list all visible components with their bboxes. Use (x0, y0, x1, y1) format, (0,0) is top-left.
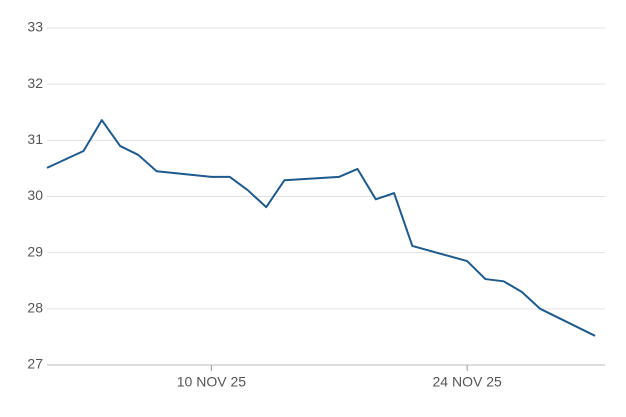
y-tick-label: 31 (27, 131, 43, 147)
y-tick-label: 29 (27, 243, 43, 259)
line (46, 119, 596, 337)
y-tick-label: 32 (27, 75, 43, 91)
y-tick-label: 33 (27, 19, 43, 35)
x-tick-label: 10 NOV 25 (177, 374, 246, 390)
x-tick-label: 24 NOV 25 (433, 374, 502, 390)
y-tick-label: 28 (27, 300, 43, 316)
y-tick-label: 27 (27, 356, 43, 372)
y-tick-label: 30 (27, 187, 43, 203)
